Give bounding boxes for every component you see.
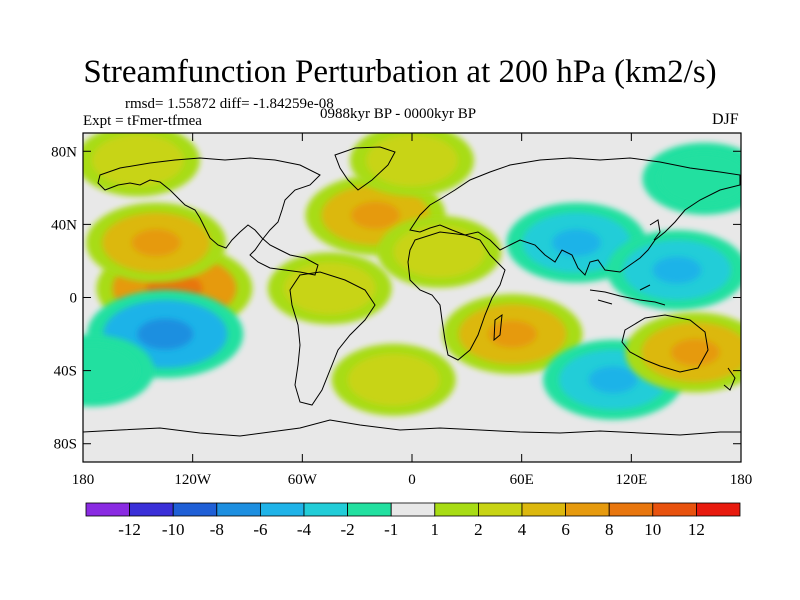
colorbar-label: -1 (384, 520, 398, 539)
colorbar-label: -4 (297, 520, 312, 539)
colorbar-swatch (85, 502, 130, 517)
colorbar-label: -8 (210, 520, 224, 539)
coast-north-america (97, 157, 321, 276)
coast-africa (407, 231, 506, 361)
colorbar-label: 12 (688, 520, 705, 539)
colorbar-swatch (652, 502, 697, 517)
coast-new-zealand (723, 367, 736, 391)
y-tick-label: 80N (51, 144, 77, 160)
colorbar-swatch (303, 502, 348, 517)
coast-madagascar (493, 313, 503, 342)
anomaly-region (393, 225, 486, 278)
anomaly-region (347, 353, 440, 406)
y-tick-label: 0 (70, 291, 78, 307)
experiment-label: Expt = tFmer-tfmea (83, 113, 202, 129)
colorbar-label: -12 (118, 520, 141, 539)
coast-greenland (334, 146, 396, 191)
y-axis: 80N 40N 0 40S 80S (51, 144, 741, 453)
colorbar-swatch (696, 502, 741, 517)
x-tick-label: 180 (72, 472, 95, 488)
colorbar-label: 1 (431, 520, 440, 539)
coast-antarctica (83, 419, 741, 437)
colorbar-swatch (521, 502, 566, 517)
colorbar-swatch (347, 502, 392, 517)
x-tick-label: 120W (174, 472, 212, 488)
x-tick-label: 0 (408, 472, 416, 488)
anomaly-layer (83, 133, 741, 420)
anomaly-region-core (652, 256, 702, 284)
x-tick-label: 60W (288, 472, 318, 488)
chart-title: Streamfunction Perturbation at 200 hPa (… (83, 54, 717, 90)
colorbar-label: 2 (474, 520, 483, 539)
anomaly-region-core (488, 320, 537, 348)
anomaly-region-core (131, 229, 181, 257)
colorbar-label: -2 (341, 520, 355, 539)
anomaly-region (366, 134, 458, 187)
anomaly-region (283, 262, 376, 315)
anomaly-region (658, 152, 741, 205)
colorbar-swatch (129, 502, 174, 517)
coast-south-america (289, 271, 376, 406)
colorbar-swatch (434, 502, 479, 517)
period-label: 0988kyr BP - 0000kyr BP (320, 106, 477, 122)
x-axis: 180 120W 60W 0 60E 120E 180 (72, 133, 753, 488)
coast-australia (621, 314, 709, 373)
colorbar: -12 -10 -8 -6 -4 -2 -1 1 2 4 6 8 10 12 (85, 502, 741, 539)
anomaly-region-core (351, 201, 400, 229)
coastlines (83, 146, 741, 437)
anomaly-region (83, 344, 139, 397)
colorbar-swatch (565, 502, 610, 517)
coast-eurasia (409, 157, 741, 276)
colorbar-label: 4 (518, 520, 527, 539)
x-tick-label: 60E (510, 472, 534, 488)
colorbar-swatch (172, 502, 218, 517)
colorbar-swatch (390, 502, 436, 517)
y-tick-label: 40N (51, 217, 77, 233)
coast-indonesia (589, 284, 666, 306)
colorbar-swatch (477, 502, 523, 517)
season-label: DJF (712, 111, 739, 128)
coast-japan (649, 219, 661, 241)
colorbar-label: -6 (253, 520, 267, 539)
y-tick-label: 40S (54, 364, 77, 380)
colorbar-label: 6 (561, 520, 570, 539)
x-tick-label: 180 (730, 472, 753, 488)
colorbar-label: -10 (162, 520, 185, 539)
anomaly-region (91, 134, 184, 187)
colorbar-label: 8 (605, 520, 614, 539)
colorbar-swatch (259, 502, 305, 517)
colorbar-swatch (608, 502, 654, 517)
colorbar-label: 10 (644, 520, 661, 539)
anomaly-region-core (671, 338, 720, 366)
anomaly-region-core (588, 366, 638, 394)
y-tick-label: 80S (54, 437, 77, 453)
stats-text: rmsd= 1.55872 diff= -1.84259e-08 (125, 96, 334, 112)
anomaly-region-core (552, 229, 601, 257)
colorbar-swatch (216, 502, 261, 517)
x-tick-label: 120E (615, 472, 647, 488)
anomaly-region-core (137, 318, 194, 350)
